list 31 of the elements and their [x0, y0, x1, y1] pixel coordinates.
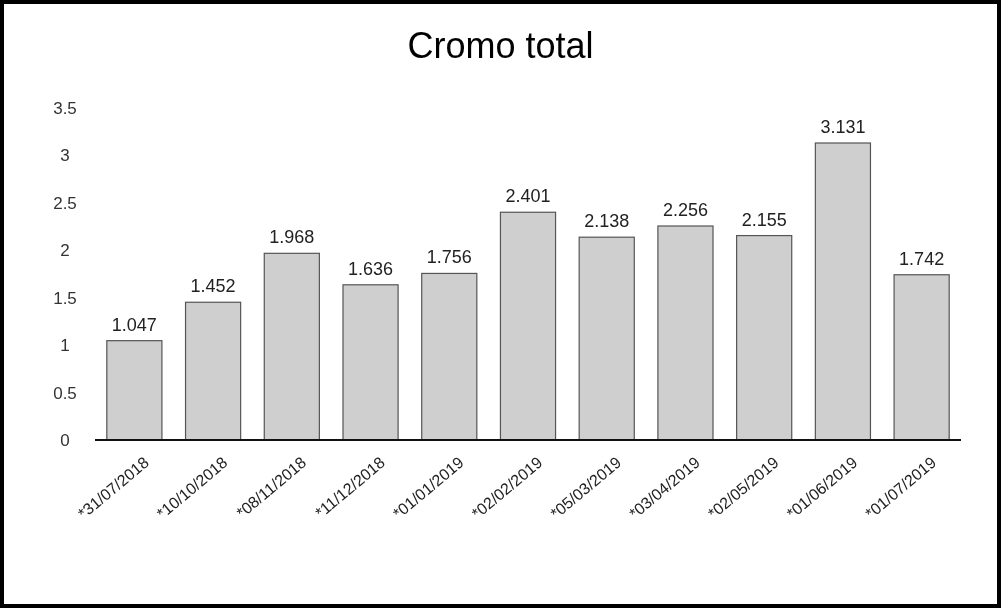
- data-label: 2.256: [662, 200, 708, 220]
- y-tick-label: 2.5: [53, 193, 77, 213]
- data-label: 1.047: [111, 314, 157, 335]
- data-label: 2.401: [505, 186, 551, 207]
- bar: [421, 272, 478, 441]
- bar: [499, 211, 557, 441]
- data-label: 2.155: [741, 209, 787, 230]
- bar: [106, 340, 163, 441]
- y-tick-label: 1: [60, 336, 70, 356]
- y-tick-label: 2: [60, 241, 70, 261]
- y-tick-label: 3.5: [53, 98, 77, 118]
- data-label: 3.131: [820, 117, 866, 137]
- bar: [578, 236, 635, 441]
- bar: [342, 284, 399, 441]
- bar: [263, 252, 320, 441]
- chart-title: Cromo total: [407, 25, 594, 66]
- data-label: 1.968: [269, 227, 315, 248]
- data-label: 1.636: [348, 258, 394, 279]
- bar: [814, 142, 872, 441]
- bar: [893, 274, 950, 441]
- y-tick-label: 1.5: [53, 288, 77, 308]
- data-label: 1.742: [899, 248, 945, 269]
- bar: [657, 225, 714, 441]
- y-tick-label: 0.5: [53, 383, 77, 403]
- data-label: 1.756: [426, 247, 472, 268]
- y-tick-label: 3: [60, 146, 70, 166]
- bar: [184, 301, 242, 441]
- data-label: 2.138: [584, 211, 630, 232]
- data-label: 1.452: [190, 276, 236, 297]
- bar: [736, 234, 793, 441]
- y-tick-label: 0: [60, 430, 70, 450]
